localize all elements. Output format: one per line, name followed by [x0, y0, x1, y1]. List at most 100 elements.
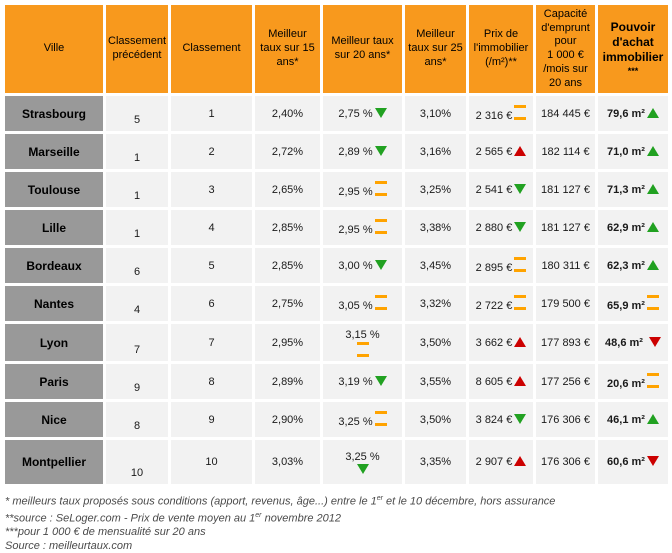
- trend-down-red-icon: [646, 456, 659, 466]
- purchase-power-cell: 62,9 m²: [598, 210, 668, 245]
- trend-down-green-icon: [514, 413, 527, 424]
- table-row-lille: Lille 1 4 2,85% 2,95 % 3,38% 2 880 € 181…: [5, 210, 668, 245]
- trend-up-red-icon: [514, 145, 527, 156]
- rate-20y-cell: 3,15 %: [323, 324, 402, 361]
- capacity-cell: 180 311 €: [536, 248, 595, 283]
- price-cell: 2 541 €: [469, 172, 533, 207]
- rate-25y-cell: 3,50%: [405, 402, 466, 437]
- purchase-power-cell: 65,9 m²: [598, 286, 668, 321]
- trend-down-green-icon: [356, 463, 369, 474]
- rank-cell: 9: [171, 402, 252, 437]
- previous-rank-cell: 5: [106, 96, 168, 131]
- pouvoir-achat-label: Pouvoir d'achat immobilier: [602, 20, 664, 65]
- price-value: 2 895 €: [475, 262, 513, 274]
- previous-rank-cell: 6: [106, 248, 168, 283]
- rate-20y-cell: 2,95 %: [323, 172, 402, 207]
- price-cell: 2 722 €: [469, 286, 533, 321]
- purchase-power-cell: 60,6 m²: [598, 440, 668, 484]
- rank-cell: 3: [171, 172, 252, 207]
- trend-down-green-icon: [514, 183, 527, 194]
- purchase-power-value: 46,1 m²: [607, 413, 645, 426]
- rank-cell: 4: [171, 210, 252, 245]
- price-value: 2 541 €: [475, 183, 513, 196]
- rate-25y-cell: 3,38%: [405, 210, 466, 245]
- city-cell: Strasbourg: [5, 96, 103, 131]
- footnotes: * meilleurs taux proposés sous condition…: [5, 492, 672, 553]
- trend-up-red-icon: [514, 375, 527, 386]
- rate-20y-value: 2,75 %: [338, 107, 373, 120]
- footnote-marker: ***: [627, 66, 639, 77]
- capacity-cell: 181 127 €: [536, 210, 595, 245]
- trend-equal-icon: [356, 341, 369, 357]
- purchase-power-value: 62,3 m²: [607, 259, 645, 272]
- rank-cell: 6: [171, 286, 252, 321]
- purchase-power-value: 48,6 m²: [605, 336, 643, 349]
- trend-up-green-icon: [646, 413, 659, 424]
- rate-25y-cell: 3,50%: [405, 324, 466, 361]
- trend-equal-icon: [514, 295, 527, 310]
- purchase-power-value: 62,9 m²: [607, 221, 645, 234]
- table-row-nantes: Nantes 4 6 2,75% 3,05 % 3,32% 2 722 € 17…: [5, 286, 668, 321]
- ranking-table: Ville Classement précédent Classement Me…: [2, 2, 671, 487]
- footnote-rates-text: * meilleurs taux proposés sous condition…: [5, 495, 377, 508]
- purchase-power-cell: 62,3 m²: [598, 248, 668, 283]
- capacity-cell: 181 127 €: [536, 172, 595, 207]
- trend-up-red-icon: [514, 456, 527, 466]
- footnote-source-seloger: **source : SeLoger.com - Prix de vente m…: [5, 509, 672, 526]
- trend-equal-icon: [514, 257, 527, 272]
- rate-15y-cell: 2,85%: [255, 210, 320, 245]
- trend-down-green-icon: [374, 259, 387, 270]
- rate-15y-cell: 2,40%: [255, 96, 320, 131]
- rank-cell: 2: [171, 134, 252, 169]
- purchase-power-cell: 79,6 m²: [598, 96, 668, 131]
- previous-rank-cell: 10: [106, 440, 168, 484]
- col-header-pouvoir-achat: Pouvoir d'achat immobilier ***: [598, 5, 668, 93]
- rank-cell: 8: [171, 364, 252, 399]
- trend-equal-icon: [374, 219, 387, 234]
- purchase-power-value: 20,6 m²: [607, 378, 645, 390]
- capacity-cell: 184 445 €: [536, 96, 595, 131]
- rate-20y-cell: 2,89 %: [323, 134, 402, 169]
- header-row: Ville Classement précédent Classement Me…: [5, 5, 668, 93]
- trend-down-green-icon: [374, 107, 387, 118]
- rate-15y-cell: 2,65%: [255, 172, 320, 207]
- rate-25y-cell: 3,55%: [405, 364, 466, 399]
- trend-equal-icon: [514, 105, 527, 120]
- rate-25y-cell: 3,16%: [405, 134, 466, 169]
- rate-20y-cell: 3,19 %: [323, 364, 402, 399]
- rate-20y-cell: 3,00 %: [323, 248, 402, 283]
- previous-rank-cell: 7: [106, 324, 168, 361]
- purchase-power-cell: 71,0 m²: [598, 134, 668, 169]
- source-line: Source : meilleurtaux.com: [5, 539, 133, 552]
- col-header-capacite: Capacité d'emprunt pour 1 000 € /mois su…: [536, 5, 595, 93]
- price-cell: 2 895 €: [469, 248, 533, 283]
- rank-cell: 1: [171, 96, 252, 131]
- purchase-power-cell: 20,6 m²: [598, 364, 668, 399]
- city-cell: Bordeaux: [5, 248, 103, 283]
- trend-equal-icon: [646, 295, 659, 310]
- purchase-power-cell: 71,3 m²: [598, 172, 668, 207]
- col-header-classement-precedent: Classement précédent: [106, 5, 168, 93]
- rank-cell: 10: [171, 440, 252, 484]
- rate-20y-cell: 2,75 %: [323, 96, 402, 131]
- capacity-cell: 177 893 €: [536, 324, 595, 361]
- purchase-power-cell: 46,1 m²: [598, 402, 668, 437]
- rate-20y-value: 3,05 %: [338, 300, 373, 312]
- rate-20y-value: 3,19 %: [338, 375, 373, 388]
- col-header-prix: Prix de l'immobilier (/m²)**: [469, 5, 533, 93]
- rate-20y-cell: 3,25 %: [323, 440, 402, 484]
- capacity-cell: 182 114 €: [536, 134, 595, 169]
- purchase-power-cell: 48,6 m²: [598, 324, 668, 361]
- rate-20y-value: 2,89 %: [338, 145, 373, 158]
- trend-up-green-icon: [646, 221, 659, 232]
- trend-down-green-icon: [374, 375, 387, 386]
- rate-15y-cell: 2,90%: [255, 402, 320, 437]
- previous-rank-cell: 4: [106, 286, 168, 321]
- trend-down-green-icon: [514, 221, 527, 232]
- price-value: 3 662 €: [475, 336, 513, 349]
- rate-15y-cell: 2,85%: [255, 248, 320, 283]
- price-value: 2 907 €: [475, 456, 513, 468]
- capacity-cell: 177 256 €: [536, 364, 595, 399]
- rate-25y-cell: 3,10%: [405, 96, 466, 131]
- purchase-power-value: 79,6 m²: [607, 107, 645, 120]
